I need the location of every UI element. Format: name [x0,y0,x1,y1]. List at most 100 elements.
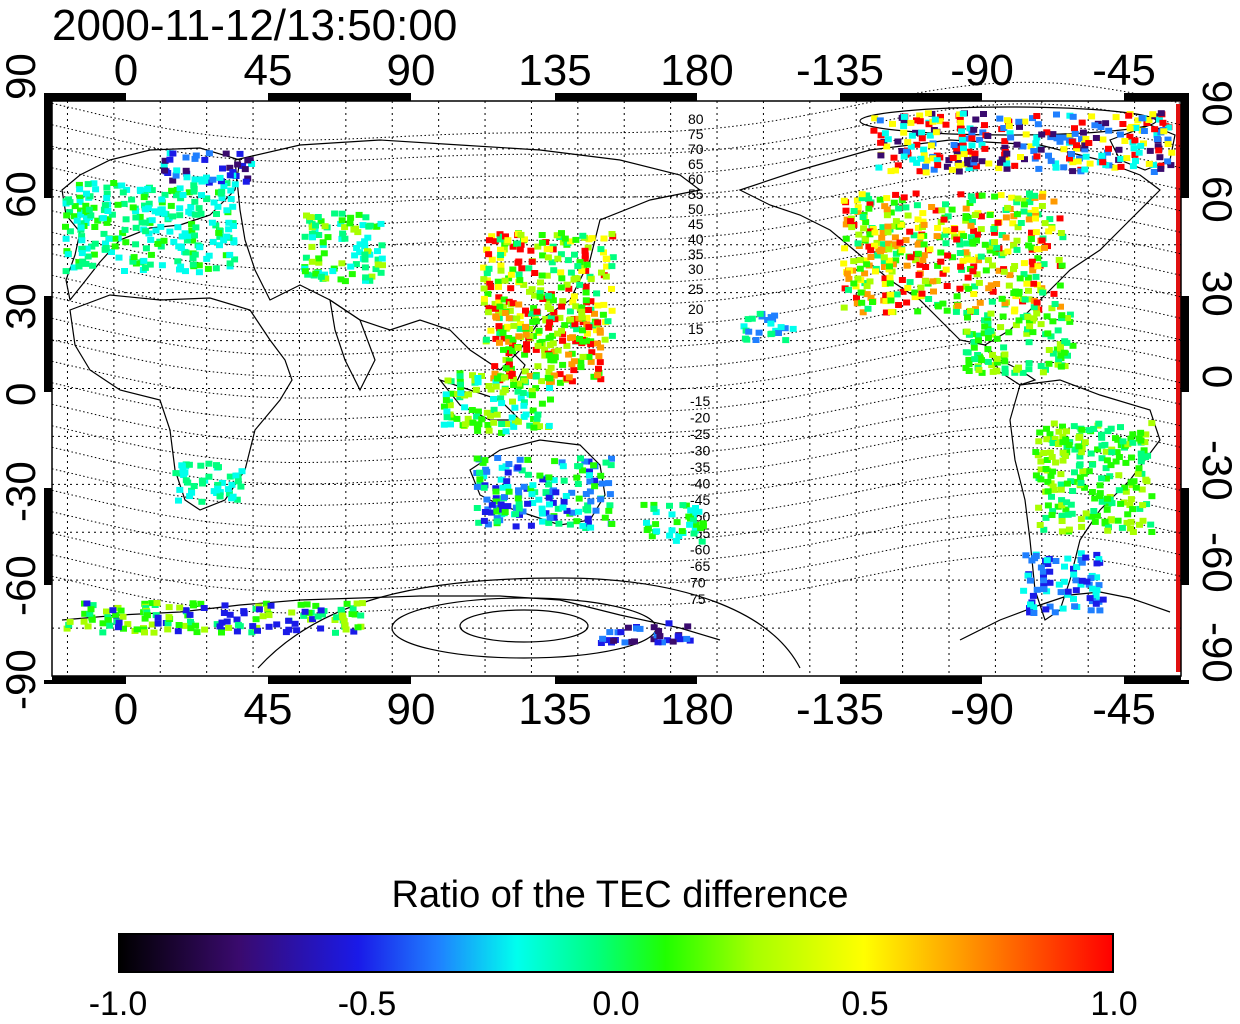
tec-pixel [621,639,629,646]
tec-pixel [885,240,893,247]
tec-pixel [673,519,681,526]
tec-pixel [933,233,941,240]
tec-pixel [962,365,970,371]
contour-line [51,296,1181,356]
contour-label: 75 [690,591,706,607]
tec-pixel [184,479,192,486]
tec-pixel [920,252,928,259]
bottom-lon-label: -90 [950,685,1014,734]
tec-pixel [1085,140,1093,146]
tec-pixel [506,307,514,314]
tec-pixel [895,205,903,212]
tec-pixel [841,245,849,252]
tec-pixel [236,150,244,157]
tec-pixel [971,283,979,290]
tec-pixel [492,313,500,320]
tec-pixel [933,157,941,164]
tec-pixel [442,397,450,404]
tec-pixel [177,245,185,251]
tec-pixel [575,508,582,515]
tec-pixel [597,496,605,503]
tec-pixel [606,629,614,636]
tec-pixel [148,600,156,607]
tec-pixel [1136,521,1143,528]
tec-pixel [516,456,524,463]
tec-pixel [153,600,161,606]
tec-pixel [219,165,226,172]
tec-pixel [468,407,476,413]
tec-pixel [894,138,902,145]
tec-pixel [1138,486,1146,493]
tec-pixel [1030,280,1038,287]
tec-pixel [1040,577,1048,584]
tec-pixel [1151,126,1159,133]
tec-pixel [850,258,858,265]
tec-pixel [559,504,567,511]
tec-pixel [174,628,182,635]
bottom-lon-label: -45 [1092,685,1156,734]
tec-pixel [119,189,127,196]
tec-pixel [497,476,505,483]
tec-pixel [777,324,785,331]
tec-pixel [1030,315,1038,322]
tec-pixel [148,187,156,194]
tec-pixel [118,182,126,189]
tec-pixel [340,618,348,624]
tec-pixel [782,337,790,344]
tec-pixel [446,402,454,409]
tec-pixel [1117,500,1125,507]
tec-pixel [695,508,703,515]
tec-pixel [519,390,527,396]
tec-pixel [1096,607,1104,614]
tec-pixel [652,521,660,528]
tec-pixel [1088,513,1096,520]
tec-pixel [1123,519,1131,526]
tec-pixel [855,231,863,238]
tec-pixel [185,189,193,196]
tec-pixel [971,156,979,163]
tec-pixel [447,421,454,428]
tec-pixel [1077,479,1085,486]
tec-pixel [213,211,220,217]
tec-pixel [501,509,509,515]
tec-pixel [353,245,361,251]
contour-label: 70 [688,141,704,157]
tec-pixel [151,208,159,215]
tec-pixel [201,156,209,163]
tec-pixel [187,625,195,632]
tec-pixel [121,268,128,274]
tec-pixel [1057,481,1065,488]
tec-pixel [573,326,581,333]
tec-pixel [306,217,314,224]
tec-pixel [988,298,996,305]
tec-pixel [1078,119,1086,126]
tec-pixel [915,271,923,278]
tec-pixel [1168,149,1176,156]
tec-pixel [1032,229,1040,236]
tec-pixel [297,601,305,608]
tec-pixel [1043,313,1051,320]
tec-pixel [885,257,893,264]
tec-pixel [898,277,906,283]
tec-pixel [1096,493,1104,499]
tec-pixel [526,422,534,429]
tec-pixel [922,163,929,170]
tec-pixel [1003,150,1011,157]
tec-pixel [82,202,90,209]
colorbar-tick: 0.0 [592,985,640,1023]
tec-pixel [993,281,1001,287]
tec-pixel [907,254,915,261]
tec-pixel [565,351,573,358]
tec-pixel [190,483,198,489]
tec-pixel [1063,428,1070,435]
tec-pixel [1137,458,1145,465]
contour-label: 80 [688,111,704,127]
tec-pixel [767,320,775,327]
tec-pixel [1013,237,1021,244]
tec-pixel [154,240,162,247]
tec-pixel [528,491,536,498]
tec-pixel [981,241,989,248]
tec-pixel [481,509,489,515]
tec-pixel [362,214,370,221]
tec-pixel [880,254,888,261]
